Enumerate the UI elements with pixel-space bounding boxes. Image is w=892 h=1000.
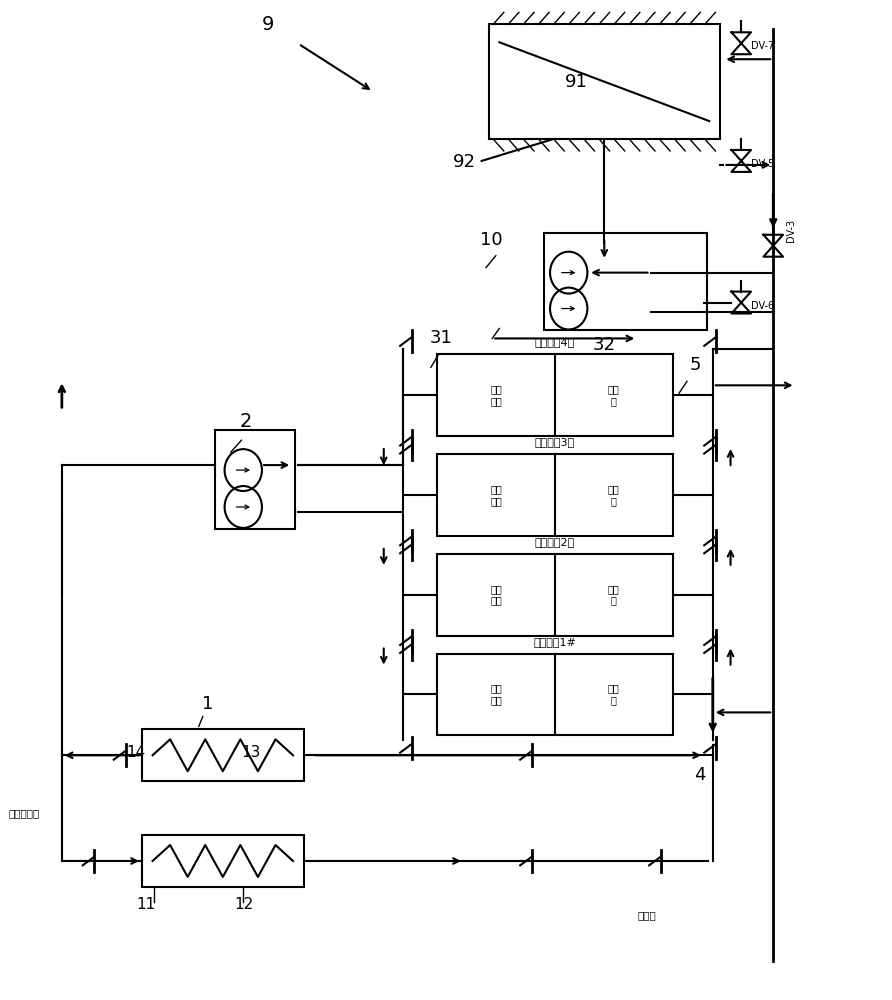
Text: 热泵机组1#: 热泵机组1#	[533, 637, 576, 647]
Text: 32: 32	[592, 336, 615, 354]
Bar	[437, 654, 673, 735]
Text: 1: 1	[202, 695, 213, 713]
Bar	[215, 430, 295, 529]
Text: DV-7: DV-7	[751, 41, 774, 51]
Text: DV-6: DV-6	[751, 301, 774, 311]
Text: 13: 13	[242, 745, 260, 760]
Text: 31: 31	[430, 329, 453, 347]
Text: 蒸发
换热: 蒸发 换热	[490, 684, 502, 705]
Text: 热泵机组3级: 热泵机组3级	[535, 437, 575, 447]
Text: DV-5: DV-5	[751, 159, 774, 169]
Text: 冷凝
变: 冷凝 变	[608, 384, 620, 406]
Text: 蒸发
换热: 蒸发 换热	[490, 384, 502, 406]
Text: 11: 11	[136, 897, 156, 912]
Text: 蒸发
换热: 蒸发 换热	[490, 584, 502, 606]
Text: 9: 9	[262, 15, 275, 34]
Text: 冷废水: 冷废水	[637, 910, 656, 920]
Bar	[437, 354, 673, 436]
Bar	[437, 454, 673, 536]
Text: 4: 4	[694, 766, 706, 784]
Text: 冷凝
变: 冷凝 变	[608, 584, 620, 606]
Bar	[142, 729, 303, 781]
Text: 92: 92	[453, 153, 476, 171]
Text: 低温热废水: 低温热废水	[9, 808, 40, 818]
Bar	[489, 24, 720, 139]
Bar	[437, 554, 673, 636]
Text: 冷凝
变: 冷凝 变	[608, 484, 620, 506]
Bar	[142, 835, 303, 887]
Text: 91: 91	[566, 73, 588, 91]
Text: 14: 14	[126, 745, 145, 760]
Text: DV-3: DV-3	[786, 219, 796, 242]
Bar	[544, 233, 706, 330]
Text: 2: 2	[240, 412, 252, 431]
Text: 10: 10	[480, 231, 502, 249]
Text: 热泵机组4级: 热泵机组4级	[535, 337, 575, 347]
Text: 5: 5	[690, 356, 701, 374]
Text: 热泵机组2级: 热泵机组2级	[535, 537, 575, 547]
Text: 蒸发
换热: 蒸发 换热	[490, 484, 502, 506]
Text: 12: 12	[235, 897, 253, 912]
Text: 冷凝
变: 冷凝 变	[608, 684, 620, 705]
